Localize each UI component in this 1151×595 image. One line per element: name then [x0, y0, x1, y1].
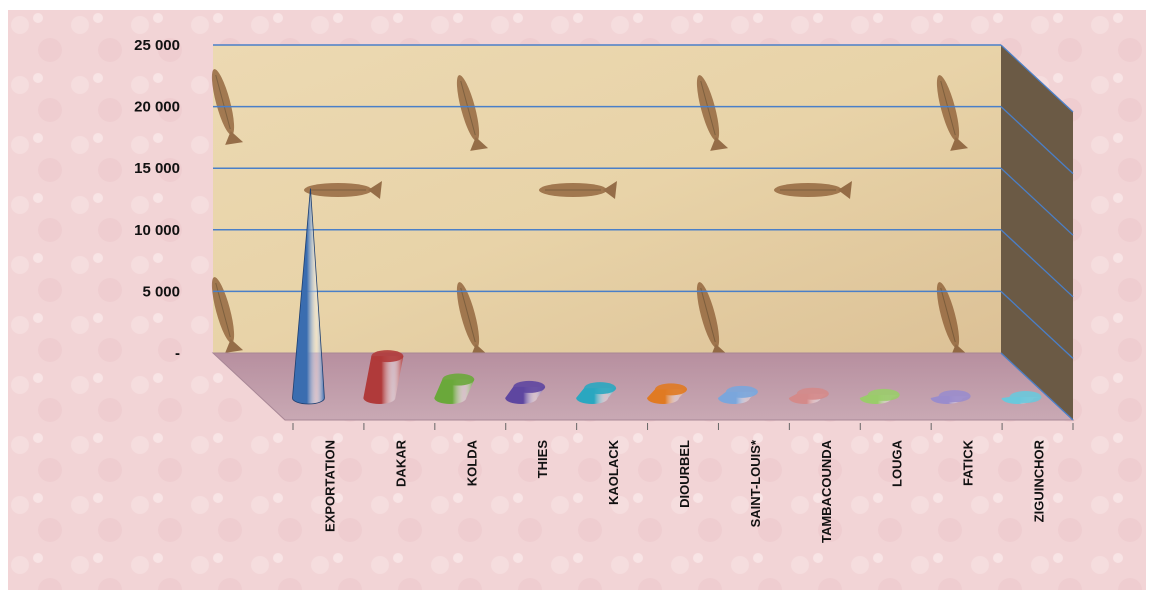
fossil-fish-image: [211, 69, 244, 145]
bar: [1001, 391, 1042, 404]
x-tick-label: DIOURBEL: [677, 440, 692, 508]
gridline-side: [1000, 44, 1074, 113]
gridline-side: [1000, 352, 1074, 421]
x-tick-label: KOLDA: [464, 439, 479, 486]
x-tick-label: FATICK: [961, 439, 976, 486]
fossil-fish-image: [539, 181, 617, 199]
chart: - 5 000 10 000 15 000 20 000 25 000 EXPORTATIO…: [8, 10, 1146, 590]
gridline-side: [1000, 167, 1074, 236]
y-tick-label: 25 000: [134, 37, 180, 54]
x-tick-label: TAMBACOUNDA: [819, 439, 834, 543]
floor: [211, 352, 1075, 421]
bar: [859, 388, 900, 405]
bar: [930, 390, 971, 405]
fossil-fish-image: [696, 75, 729, 151]
fossil-fish-image: [304, 181, 382, 199]
side-wall: [1001, 45, 1073, 420]
fossil-fish-image: [936, 75, 969, 151]
bar: [505, 380, 546, 405]
y-tick-label: 5 000: [142, 283, 180, 300]
bar: [576, 382, 617, 405]
x-tick-label: THIES: [535, 440, 550, 479]
x-tick-label: SAINT-LOUIS*: [748, 439, 763, 527]
bar: [647, 383, 687, 404]
y-tick-label: 20 000: [134, 99, 180, 116]
bar: [292, 188, 325, 405]
bar: [434, 373, 475, 405]
x-tick-label: EXPORTATION: [322, 440, 337, 532]
gridline-side: [1000, 106, 1074, 175]
y-tick-label: 15 000: [134, 160, 180, 177]
gridline-side: [1000, 290, 1074, 359]
y-tick-label: -: [175, 345, 180, 362]
x-tick-label: KAOLACK: [606, 439, 621, 505]
fossil-fish-image: [456, 75, 489, 151]
gridline-side: [1000, 229, 1074, 298]
chart-svg: - 5 000 10 000 15 000 20 000 25 000 EXPORTATIO…: [8, 10, 1146, 590]
bar: [788, 387, 829, 405]
x-tick-label: ZIGUINCHOR: [1032, 439, 1047, 522]
y-tick-label: 10 000: [134, 222, 180, 239]
x-tick-label: DAKAR: [393, 439, 408, 487]
bar: [363, 350, 404, 405]
bar: [717, 385, 758, 405]
x-tick-label: LOUGA: [890, 439, 905, 487]
fossil-fish-image: [774, 181, 852, 199]
back-wall: [213, 45, 1001, 353]
fossil-fish-image: [211, 277, 244, 353]
